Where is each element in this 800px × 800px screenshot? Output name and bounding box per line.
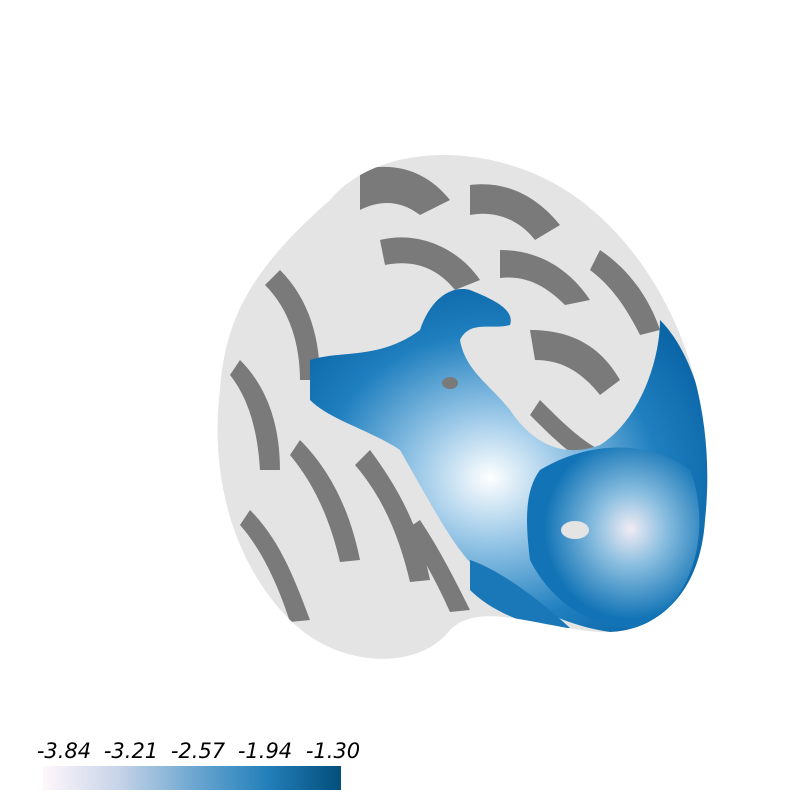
activation-peak [527,447,700,629]
sulci [230,166,660,622]
colorbar-tick-label: -3.21 [104,739,158,763]
activation-hole [561,521,589,539]
activation-hole [442,377,458,389]
activation-lower [470,560,570,629]
activation [310,289,708,632]
colorbar-tick-label: -1.94 [238,739,292,763]
colorbar-tick-label: -3.84 [37,739,91,763]
colorbar-tick-label: -2.57 [171,739,226,763]
colorbar: -3.84 -3.21 -2.57 -1.94 -1.30 [37,739,360,790]
colorbar-gradient-bar [43,766,341,790]
colorbar-tick-label: -1.30 [306,739,360,763]
